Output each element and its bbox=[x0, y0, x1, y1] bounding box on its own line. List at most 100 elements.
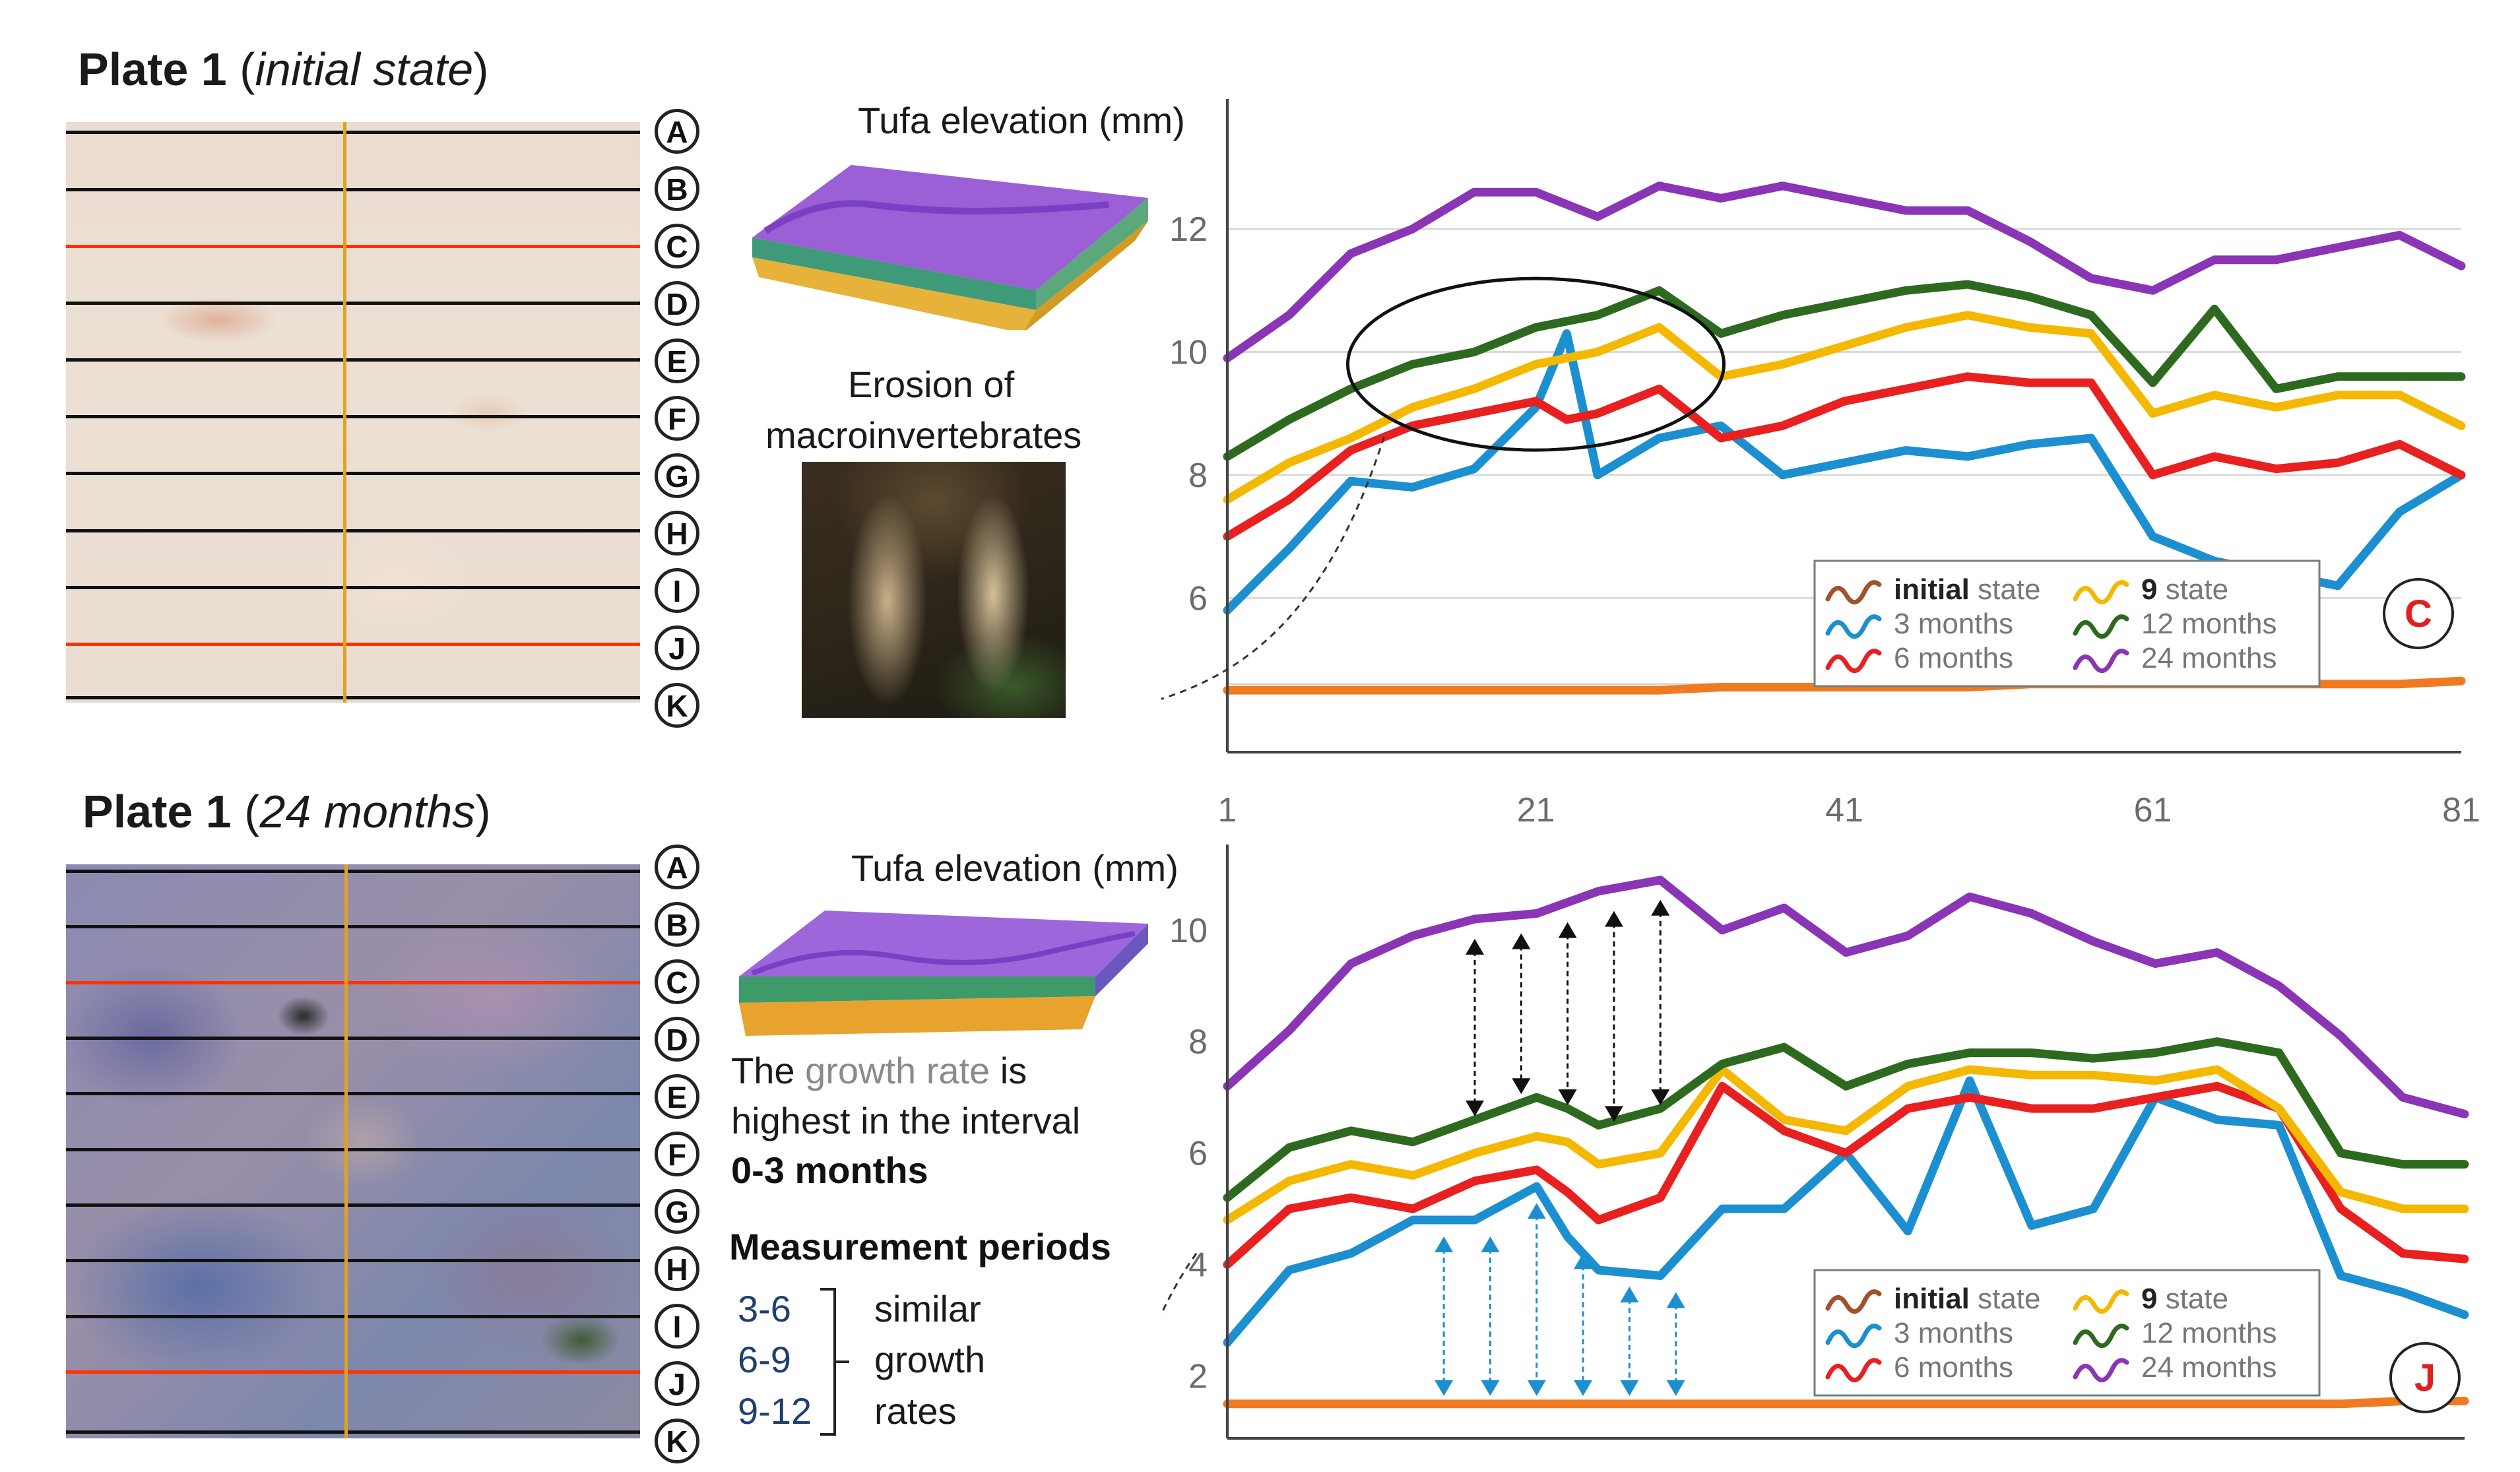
legend-label-3: 12 months bbox=[2141, 608, 2277, 640]
row-letter-c: C bbox=[655, 224, 699, 269]
callout-ellipse bbox=[1346, 276, 1726, 452]
chart-profile-j: 2 4 6 8 10 initial state 9 state 3 months 12 mo… bbox=[1161, 845, 2469, 1440]
legend-label-2: 3 months bbox=[1894, 1317, 2013, 1349]
y-tick-label-6: 6 bbox=[1188, 1135, 1208, 1173]
row-letter-k: K bbox=[655, 683, 699, 728]
blue-arrow-2-head-bottom bbox=[1527, 1380, 1546, 1396]
top-plate-image bbox=[66, 122, 640, 703]
legend-box bbox=[1813, 1269, 2321, 1397]
legend-swatch-1 bbox=[2073, 1289, 2129, 1314]
measurement-periods-title: Measurement periods bbox=[729, 1226, 1111, 1267]
measurement-bracket bbox=[820, 1288, 849, 1436]
row-letter-a: A bbox=[655, 845, 699, 889]
legend-swatch-4 bbox=[1825, 1358, 1882, 1382]
black-arrow-2-head-bottom bbox=[1558, 1089, 1577, 1106]
top-plate-title: Plate 1 (initial state) bbox=[78, 44, 489, 95]
growth-rate-note: The growth rate is highest in the interv… bbox=[731, 1050, 1081, 1192]
measurement-callout bbox=[1161, 1252, 1198, 1316]
bottom-3d-surface bbox=[739, 911, 1148, 1036]
x-tick-label-41: 41 bbox=[1825, 791, 1863, 829]
x-tick-label-1: 1 bbox=[1218, 791, 1237, 829]
legend-label-5: 24 months bbox=[2141, 1351, 2277, 1384]
legend-swatch-0 bbox=[1825, 580, 1882, 604]
period-9-12: 9-12 bbox=[738, 1390, 812, 1432]
erosion-label-line2: macroinvertebrates bbox=[765, 414, 1082, 456]
bottom-plate-image bbox=[66, 864, 640, 1438]
legend-box bbox=[1813, 560, 2321, 688]
blue-arrow-0-head-top bbox=[1435, 1236, 1454, 1253]
growth-interval: 0-3 months bbox=[731, 1149, 928, 1192]
row-letter-f: F bbox=[655, 1132, 699, 1176]
callout-dashed-curve bbox=[1161, 436, 1385, 700]
top-3d-surface bbox=[752, 165, 1148, 330]
blue-arrow-4-head-top bbox=[1620, 1287, 1639, 1303]
black-arrow-0-head-top bbox=[1466, 938, 1484, 955]
measurement-dashed-curve bbox=[1161, 1252, 1198, 1316]
x-tick-label-61: 61 bbox=[2134, 791, 2172, 829]
y-tick-label-10: 10 bbox=[1169, 333, 1208, 371]
black-arrow-4-head-top bbox=[1651, 899, 1670, 916]
legend-swatch-2 bbox=[1825, 614, 1882, 639]
row-letter-c: C bbox=[655, 959, 699, 1004]
black-arrow-1-head-top bbox=[1512, 933, 1531, 949]
row-letter-g: G bbox=[655, 453, 699, 498]
blue-arrow-3-head-top bbox=[1574, 1253, 1593, 1269]
bottom-plate-title: Plate 1 (24 months) bbox=[82, 786, 491, 837]
row-letter-h: H bbox=[655, 511, 699, 556]
row-letter-e: E bbox=[655, 338, 699, 383]
row-letter-g: G bbox=[655, 1189, 699, 1234]
row-letter-d: D bbox=[655, 1017, 699, 1062]
bottom-elevation-label: Tufa elevation (mm) bbox=[851, 847, 1179, 889]
row-letter-j: J bbox=[655, 1361, 699, 1406]
macroinvertebrate-photo bbox=[802, 462, 1066, 718]
blue-arrow-2-head-top bbox=[1527, 1203, 1546, 1219]
series-initial-state-line bbox=[1223, 1397, 2469, 1409]
legend-label-2: 3 months bbox=[1894, 608, 2013, 640]
row-letter-b: B bbox=[655, 166, 699, 211]
period-6-9: 6-9 bbox=[738, 1339, 791, 1381]
legend-label-3: 12 months bbox=[2141, 1317, 2277, 1349]
blue-arrow-1-head-bottom bbox=[1481, 1380, 1500, 1396]
y-tick-label-8: 8 bbox=[1188, 1023, 1208, 1062]
black-arrow-4-head-bottom bbox=[1651, 1089, 1670, 1106]
legend-swatch-3 bbox=[2073, 614, 2129, 639]
row-letter-i: I bbox=[655, 1304, 699, 1349]
legend-swatch-5 bbox=[2073, 649, 2129, 673]
blue-arrow-0-head-bottom bbox=[1435, 1380, 1454, 1396]
legend-swatch-0 bbox=[1825, 1289, 1882, 1314]
profile-label: J bbox=[2414, 1357, 2436, 1399]
growth-arrows bbox=[1435, 899, 1685, 1396]
measurement-result: similar growth rates bbox=[874, 1288, 986, 1432]
legend-swatch-4 bbox=[1825, 649, 1882, 673]
top-elevation-label: Tufa elevation (mm) bbox=[858, 100, 1185, 141]
legend-swatch-1 bbox=[2073, 580, 2129, 604]
blue-arrow-4-head-bottom bbox=[1620, 1380, 1639, 1396]
top-plate-title-italic: initial state bbox=[255, 44, 474, 95]
x-tick-label-21: 21 bbox=[1517, 791, 1555, 829]
y-tick-label-12: 12 bbox=[1169, 210, 1208, 249]
erosion-label-line1: Erosion of bbox=[848, 364, 1015, 405]
profile-label-circle bbox=[2389, 1342, 2461, 1413]
series-9-state-line bbox=[1223, 1065, 2469, 1225]
bottom-plate-title-bold: Plate 1 bbox=[82, 786, 232, 837]
series-12-months-line bbox=[1223, 1037, 2469, 1202]
chart-profile-c: 6 8 10 12 1 21 41 61 81 initial state 9 state 3 mo… bbox=[1161, 99, 2480, 829]
legend-swatch-3 bbox=[2073, 1324, 2129, 1348]
row-letter-k: K bbox=[655, 1419, 699, 1463]
row-letter-a: A bbox=[655, 109, 699, 154]
legend-swatch-5 bbox=[2073, 1358, 2129, 1382]
legend-swatch-2 bbox=[1825, 1324, 1882, 1348]
row-letter-j: J bbox=[655, 625, 699, 670]
black-arrow-2-head-top bbox=[1558, 922, 1577, 938]
row-letter-b: B bbox=[655, 902, 699, 947]
row-letter-f: F bbox=[655, 396, 699, 441]
legend-label-1: 9 state bbox=[2141, 1283, 2228, 1315]
series-9-state-line bbox=[1223, 311, 2466, 504]
y-tick-label-2: 2 bbox=[1188, 1358, 1208, 1396]
black-arrow-0-head-bottom bbox=[1466, 1100, 1484, 1116]
measurement-periods-list: 3-6 6-9 9-12 bbox=[738, 1283, 812, 1436]
legend-label-0: initial state bbox=[1894, 1283, 2041, 1315]
row-letter-d: D bbox=[655, 281, 699, 326]
profile-label-circle bbox=[2383, 578, 2454, 649]
y-tick-label-10: 10 bbox=[1169, 912, 1208, 950]
